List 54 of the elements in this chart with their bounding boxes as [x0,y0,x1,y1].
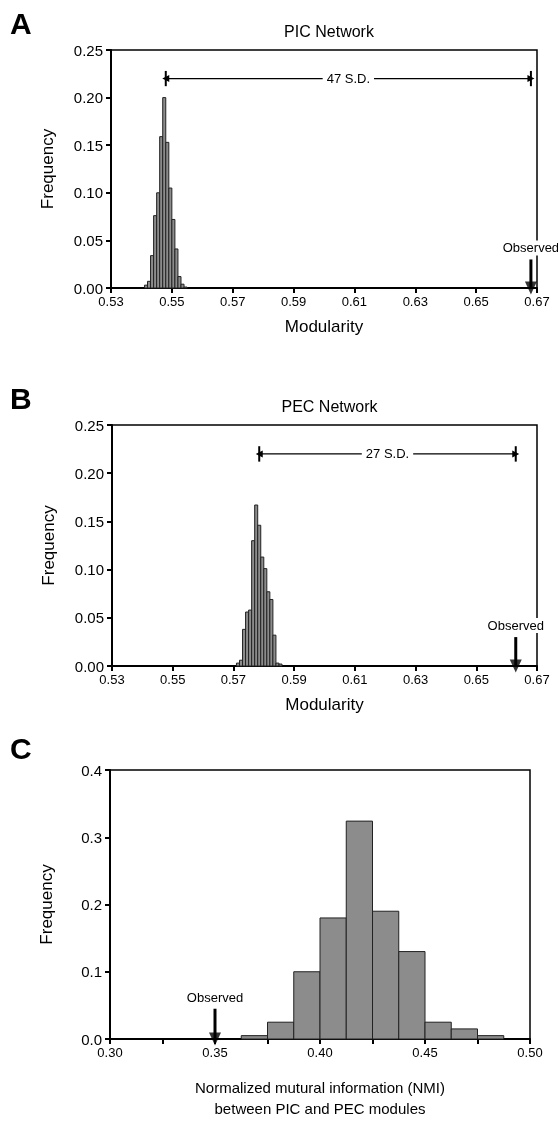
y-axis-title: Frequency [38,128,57,210]
y-tick-label: 0.2 [81,896,102,913]
y-tick-label: 0.00 [73,279,103,297]
text: A [10,6,32,40]
y-tick-label: 0.20 [73,89,103,107]
x-tick-label: 0.35 [202,1045,228,1060]
x-tick-label: 0.65 [463,294,489,309]
text: Observed [186,989,244,1005]
text: Observed [502,240,558,256]
x-tick-label: 0.53 [98,294,124,309]
x-tick-label: 0.61 [341,294,368,309]
x-tick-label: 0.55 [159,294,185,309]
y-tick-label: 0.05 [73,231,103,249]
x-axis-title: Modularity [285,695,365,714]
x-tick-label: 0.53 [99,672,125,687]
y-tick-label: 0.0 [81,1030,102,1048]
text: B [10,381,32,415]
y-tick-label: 0.10 [73,184,103,202]
chart-title: PEC Network [281,397,379,415]
y-tick-label: 0.05 [74,609,104,627]
x-tick-label: 0.59 [281,672,307,687]
x-tick-label: 0.65 [463,672,489,687]
x-tick-label: 0.45 [412,1045,438,1060]
y-tick-label: 0.15 [74,512,104,530]
text: Observed [487,618,544,634]
x-tick-label: 0.30 [97,1045,123,1060]
y-tick-label: 0.20 [74,464,104,482]
y-tick-label: 0.00 [74,657,104,675]
x-tick-label: 0.59 [280,294,307,309]
x-tick-label: 0.40 [307,1045,333,1060]
x-tick-label: 0.57 [220,294,246,309]
x-axis-title: Normalized mutural information (NMI) between PIC and PEC modules [194,1079,446,1117]
y-axis-title: Frequency [37,863,56,945]
x-tick-label: 0.50 [517,1045,543,1060]
x-tick-label: 0.63 [402,294,428,309]
x-axis-title: Modularity [284,317,364,336]
x-tick-label: 0.67 [524,294,550,309]
y-tick-label: 0.25 [73,41,103,59]
y-tick-label: 0.1 [81,963,102,981]
text: C [10,731,32,765]
x-tick-label: 0.57 [220,672,247,687]
y-tick-label: 0.3 [81,828,102,846]
x-tick-label: 0.55 [160,672,186,687]
series-label: 27 S.D. [365,446,410,462]
y-tick-label: 0.10 [74,561,104,579]
x-tick-label: 0.67 [524,672,550,687]
y-tick-label: 0.15 [73,136,103,154]
series-label: 47 S.D. [326,71,371,87]
y-axis-title: Frequency [39,504,58,586]
x-tick-label: 0.63 [402,672,429,687]
y-tick-label: 0.25 [74,416,104,434]
x-tick-label: 0.61 [342,672,368,687]
chart-title: PIC Network [284,22,375,40]
y-tick-label: 0.4 [81,761,102,779]
